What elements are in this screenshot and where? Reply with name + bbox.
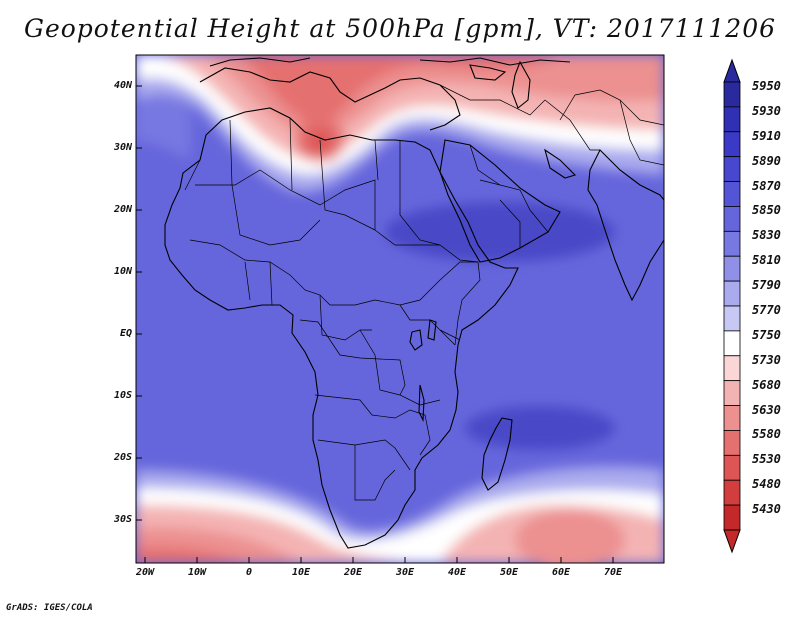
colorbar-swatch — [723, 430, 741, 456]
lon-label: 30E — [395, 567, 415, 578]
lat-label: 10N — [113, 266, 132, 277]
colorbar-level-label: 5480 — [752, 477, 781, 492]
axis-ticks — [136, 85, 614, 563]
colorbar-swatch — [723, 355, 741, 382]
colorbar-level-label: 5790 — [752, 278, 781, 293]
colorbar-level-label: 5430 — [752, 502, 781, 517]
map-title: Geopotential Height at 500hPa [gpm], VT:… — [23, 14, 777, 43]
colorbar-swatch — [723, 280, 741, 307]
colorbar-swatch — [723, 206, 741, 232]
lon-label: 0 — [245, 567, 253, 578]
colorbar-swatch — [723, 504, 741, 531]
colorbar-swatch — [723, 230, 741, 257]
lon-label: 60E — [551, 567, 571, 578]
colorbar-swatch — [723, 131, 741, 158]
colorbar-level-label: 5910 — [752, 128, 781, 143]
coastlines — [164, 57, 664, 549]
lon-label: 40E — [447, 567, 467, 578]
colorbar-level-label: 5950 — [752, 79, 781, 93]
colorbar-swatch — [723, 330, 741, 357]
colorbar-swatch — [723, 255, 741, 282]
colorbar-level-label: 5580 — [752, 427, 781, 442]
lat-label: 40N — [113, 80, 132, 91]
colorbar-swatch — [723, 405, 741, 431]
colorbar-swatch — [723, 380, 741, 406]
lat-label: 30S — [113, 514, 132, 525]
colorbar-level-label: 5750 — [752, 327, 781, 342]
lat-label: 30N — [113, 142, 132, 153]
colorbar-swatch — [723, 305, 741, 332]
colorbar-level-label: 5730 — [752, 352, 781, 367]
colorbar-level-label: 5830 — [752, 228, 781, 243]
colorbar-level-label: 5930 — [752, 103, 781, 118]
colorbar-swatch — [723, 106, 741, 133]
colorbar-swatch — [723, 181, 741, 207]
colorbar-swatch — [723, 454, 741, 481]
colorbar-level-label: 5850 — [752, 203, 781, 218]
lon-label: 70E — [603, 567, 623, 578]
colorbar-level-label: 5630 — [752, 402, 781, 417]
credit-label: GrADS: IGES/COLA — [6, 603, 93, 613]
colorbar — [723, 58, 741, 554]
height-field — [136, 55, 664, 563]
colorbar-swatch — [723, 479, 741, 506]
lat-label: 20N — [113, 204, 132, 215]
colorbar-min-arrow — [723, 529, 741, 554]
colorbar-level-label: 5870 — [752, 178, 781, 193]
lon-label: 20W — [135, 567, 155, 578]
colorbar-swatch — [723, 156, 741, 182]
colorbar-level-label: 5810 — [752, 253, 781, 268]
colorbar-swatch — [723, 81, 741, 108]
lon-label: 50E — [499, 567, 519, 578]
colorbar-level-label: 5680 — [752, 377, 781, 392]
lat-label: EQ — [119, 328, 132, 339]
colorbar-level-label: 5770 — [752, 303, 781, 317]
lon-label: 10E — [291, 567, 311, 578]
lat-label: 20S — [113, 452, 132, 463]
lon-label: 10W — [187, 567, 207, 578]
country-borders — [184, 84, 664, 501]
colorbar-level-label: 5530 — [752, 452, 781, 467]
lon-label: 20E — [343, 567, 363, 578]
lat-label: 10S — [113, 390, 132, 401]
colorbar-max-arrow — [723, 58, 741, 83]
colorbar-level-label: 5890 — [752, 153, 781, 168]
